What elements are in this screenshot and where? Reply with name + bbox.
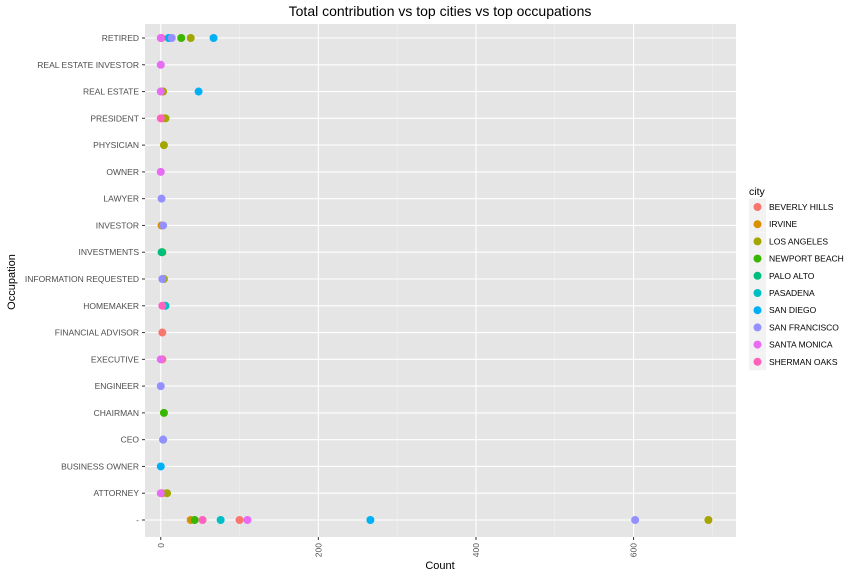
legend-label: NEWPORT BEACH	[769, 254, 844, 264]
data-point	[216, 516, 225, 524]
data-point	[158, 328, 167, 337]
data-point	[158, 275, 167, 283]
legend-key	[753, 203, 762, 211]
y-tick-label: CHAIRMAN	[94, 408, 139, 418]
data-point	[190, 516, 199, 524]
y-tick-label: CEO	[121, 435, 140, 445]
legend-key	[753, 271, 762, 280]
legend-key	[753, 306, 762, 315]
data-point	[159, 141, 168, 150]
data-point	[704, 516, 713, 524]
data-points	[156, 34, 713, 524]
data-point	[235, 516, 244, 524]
series-palo-alto	[157, 248, 166, 257]
data-point	[209, 34, 218, 42]
legend-label: LOS ANGELES	[769, 236, 828, 246]
data-point	[159, 221, 168, 230]
legend-label: SHERMAN OAKS	[769, 357, 838, 367]
x-axis-ticks: 0 200 400 600	[156, 537, 639, 557]
y-tick-label: -	[136, 515, 139, 525]
data-point	[156, 382, 165, 391]
legend-label: IRVINE	[769, 219, 798, 229]
legend-key	[753, 289, 762, 297]
legend-key	[753, 340, 762, 349]
y-axis-title: Occupation	[6, 254, 18, 310]
data-point	[186, 34, 195, 42]
data-point	[156, 114, 165, 123]
data-point	[156, 489, 165, 498]
data-point	[163, 489, 172, 498]
data-point	[156, 34, 165, 42]
y-tick-label: LAWYER	[103, 194, 139, 204]
y-tick-label: REAL ESTATE	[83, 87, 139, 97]
y-tick-label: HOMEMAKER	[83, 301, 139, 311]
series-santa-monica	[156, 34, 252, 524]
legend: city BEVERLY HILLS IRVINE LOS ANGELES NEWPO…	[749, 186, 844, 371]
legend-label: SAN DIEGO	[769, 305, 817, 315]
data-point	[156, 462, 165, 471]
y-tick-label: PHYSICIAN	[93, 140, 139, 150]
data-point	[157, 194, 166, 203]
data-point	[194, 87, 203, 96]
data-point	[156, 167, 165, 176]
data-point	[156, 60, 165, 69]
y-tick-label: PRESIDENT	[90, 113, 139, 123]
x-tick-label: 400	[471, 543, 481, 557]
legend-label: SANTA MONICA	[769, 340, 833, 350]
y-tick-label: INVESTOR	[96, 220, 139, 230]
y-tick-label: INFORMATION REQUESTED	[25, 274, 139, 284]
x-tick-label: 200	[313, 543, 323, 557]
data-point	[243, 516, 252, 524]
data-point	[631, 516, 640, 524]
data-point	[156, 87, 165, 96]
data-point	[158, 301, 167, 310]
x-axis-title: Count	[425, 560, 454, 572]
y-tick-label: BUSINESS OWNER	[61, 461, 139, 471]
legend-label: PALO ALTO	[769, 271, 815, 281]
data-point	[159, 408, 168, 417]
data-point	[167, 34, 176, 42]
grid	[145, 24, 736, 537]
data-point	[159, 435, 168, 444]
y-tick-label: INVESTMENTS	[79, 247, 140, 257]
x-tick-label: 600	[629, 543, 639, 557]
legend-label: BEVERLY HILLS	[769, 202, 834, 212]
plot-panel	[145, 24, 736, 537]
data-point	[198, 516, 207, 524]
y-tick-label: FINANCIAL ADVISOR	[55, 328, 139, 338]
data-point	[366, 516, 375, 524]
y-axis-ticks: - ATTORNEY BUSINESS OWNER CEO CHAIRMAN ENGINE…	[25, 33, 145, 525]
legend-key	[753, 357, 762, 366]
data-point	[156, 355, 165, 364]
data-point	[177, 34, 186, 42]
y-tick-label: EXECUTIVE	[91, 354, 140, 364]
legend-title: city	[749, 186, 766, 198]
series-san-diego	[156, 34, 375, 524]
x-tick-label: 0	[156, 543, 166, 548]
chart-title: Total contribution vs top cities vs top …	[289, 3, 592, 19]
legend-key	[753, 220, 762, 229]
legend-key	[753, 254, 762, 263]
y-tick-label: ATTORNEY	[94, 488, 140, 498]
legend-label: PASADENA	[769, 288, 815, 298]
series-sherman-oaks	[156, 114, 207, 524]
series-san-francisco	[156, 34, 640, 524]
y-tick-label: ENGINEER	[95, 381, 139, 391]
data-point	[157, 248, 166, 257]
y-tick-label: REAL ESTATE INVESTOR	[37, 60, 139, 70]
y-tick-label: OWNER	[106, 167, 139, 177]
y-tick-label: RETIRED	[102, 33, 139, 43]
legend-label: SAN FRANCISCO	[769, 322, 839, 332]
legend-key	[753, 323, 762, 332]
legend-key	[753, 237, 762, 246]
